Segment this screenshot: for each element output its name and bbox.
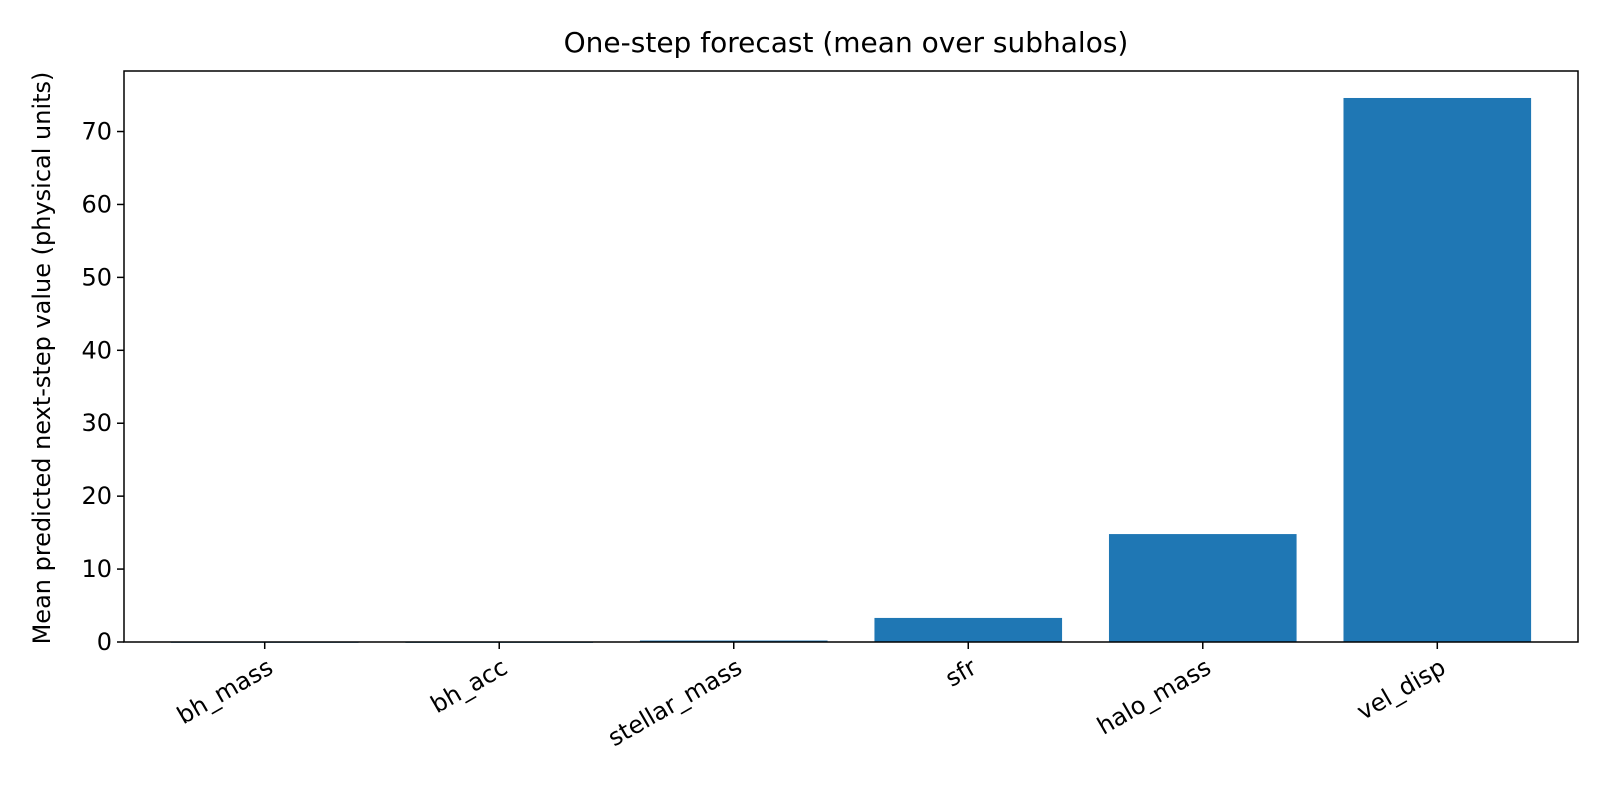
y-tick-label: 60 [81,190,112,218]
bar-vel-disp [1343,97,1532,642]
chart-title: One-step forecast (mean over subhalos) [564,26,1129,59]
bar-halo-mass [1108,534,1297,642]
plot-frame [123,70,1579,643]
y-tick-label: 0 [97,628,112,656]
bar-sfr [874,617,1063,642]
y-tick-label: 40 [81,336,112,364]
y-tick-label: 50 [81,263,112,291]
y-tick-label: 70 [81,118,112,146]
y-axis: 0 10 20 30 40 50 60 70 [81,118,124,656]
y-tick-label: 20 [81,482,112,510]
y-tick-label: 10 [81,555,112,583]
y-tick-label: 30 [81,409,112,437]
bars-group [170,97,1532,643]
y-axis-label: Mean predicted next-step value (physical… [28,72,56,645]
